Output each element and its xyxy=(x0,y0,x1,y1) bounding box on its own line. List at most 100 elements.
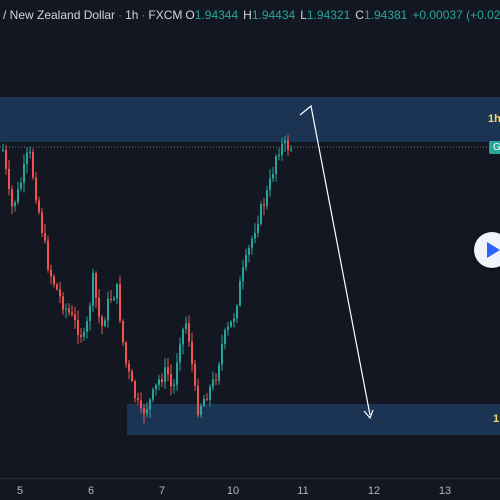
candle-body xyxy=(197,385,199,416)
separator-dot: · xyxy=(141,8,146,22)
candle-body xyxy=(209,386,211,400)
upper-zone[interactable] xyxy=(0,97,500,142)
candle-body xyxy=(170,374,172,387)
time-label: 11 xyxy=(297,485,309,497)
candle-body xyxy=(74,314,76,321)
candle-body xyxy=(119,284,121,321)
candle-body xyxy=(38,200,40,213)
exchange-label: FXCM xyxy=(148,8,183,22)
candle-body xyxy=(200,405,202,416)
candle-body xyxy=(218,364,220,381)
candle-body xyxy=(152,389,154,400)
candle-body xyxy=(278,154,280,157)
separator-dot: · xyxy=(118,8,123,22)
candle-body xyxy=(146,409,148,414)
candle-body xyxy=(290,149,292,151)
candle-body xyxy=(257,223,259,233)
candle-body xyxy=(131,371,133,382)
low-value: 1.94321 xyxy=(306,8,351,22)
symbol-name[interactable]: / New Zealand Dollar xyxy=(3,8,116,22)
time-label: 7 xyxy=(158,485,166,497)
candle-body xyxy=(20,182,22,189)
current-price-tag: G xyxy=(489,141,500,154)
candle-body xyxy=(35,177,37,201)
candle-body xyxy=(236,305,238,319)
candle-body xyxy=(245,254,247,268)
candle-body xyxy=(206,398,208,400)
candle-body xyxy=(89,305,91,321)
candle-body xyxy=(92,273,94,306)
candle-body xyxy=(215,379,217,381)
candle-body xyxy=(284,140,286,144)
time-label: 12 xyxy=(367,485,381,497)
candle-body xyxy=(203,398,205,406)
candle-body xyxy=(23,163,25,183)
replay-play-button[interactable] xyxy=(474,232,500,268)
candle-body xyxy=(227,326,229,331)
candle-body xyxy=(239,281,241,306)
candle-body xyxy=(122,320,124,343)
candle-body xyxy=(110,298,112,300)
candle-body xyxy=(71,312,73,315)
time-label: 13 xyxy=(438,485,452,497)
candle-body xyxy=(68,308,70,313)
candle-body xyxy=(77,320,79,335)
close-label: C xyxy=(355,8,364,22)
candles-group xyxy=(2,134,292,424)
candle-body xyxy=(221,343,223,365)
candle-body xyxy=(248,247,250,255)
candle-body xyxy=(188,323,190,342)
high-value: 1.94434 xyxy=(251,8,296,22)
candle-body xyxy=(83,331,85,337)
candle-body xyxy=(11,189,13,207)
candle-body xyxy=(134,381,136,398)
candle-body xyxy=(56,284,58,290)
candle-body xyxy=(155,384,157,390)
candle-body xyxy=(254,232,256,239)
candle-body xyxy=(260,204,262,224)
time-label: 5 xyxy=(16,485,24,497)
candle-body xyxy=(14,202,16,207)
candle-body xyxy=(212,379,214,387)
candle-body xyxy=(80,334,82,337)
candle-body xyxy=(65,308,67,310)
candle-body xyxy=(5,149,7,169)
candle-body xyxy=(269,178,271,191)
candle-body xyxy=(281,143,283,155)
candle-body xyxy=(104,320,106,326)
candle-body xyxy=(101,316,103,326)
candle-body xyxy=(41,212,43,233)
candle-body xyxy=(2,149,4,151)
candle-body xyxy=(32,151,34,178)
open-value: 1.94344 xyxy=(194,8,239,22)
candle-body xyxy=(26,152,28,164)
lower-zone[interactable] xyxy=(127,404,500,435)
chart-canvas[interactable] xyxy=(0,0,500,478)
candle-body xyxy=(287,140,289,151)
forecast-arrow-head xyxy=(363,409,374,420)
candle-body xyxy=(194,364,196,386)
candle-body xyxy=(179,344,181,363)
close-value: 1.94381 xyxy=(363,8,408,22)
candle-body xyxy=(266,190,268,206)
candle-body xyxy=(107,298,109,321)
interval-label[interactable]: 1h xyxy=(125,8,139,22)
candle-body xyxy=(125,342,127,364)
high-label: H xyxy=(243,8,252,22)
candle-body xyxy=(53,276,55,285)
candle-body xyxy=(116,284,118,299)
candle-body xyxy=(158,379,160,385)
time-axis[interactable]: 5 6 7 10 11 12 13 xyxy=(0,478,500,500)
candle-body xyxy=(149,399,151,409)
forecast-arrow-path[interactable] xyxy=(299,104,371,416)
candle-body xyxy=(128,363,130,372)
candle-body xyxy=(50,269,52,277)
candle-body xyxy=(47,240,49,270)
time-label: 10 xyxy=(226,485,240,497)
candle-body xyxy=(173,384,175,387)
candle-body xyxy=(272,174,274,179)
play-icon xyxy=(487,242,500,258)
candle-body xyxy=(263,204,265,206)
candle-body xyxy=(86,321,88,332)
